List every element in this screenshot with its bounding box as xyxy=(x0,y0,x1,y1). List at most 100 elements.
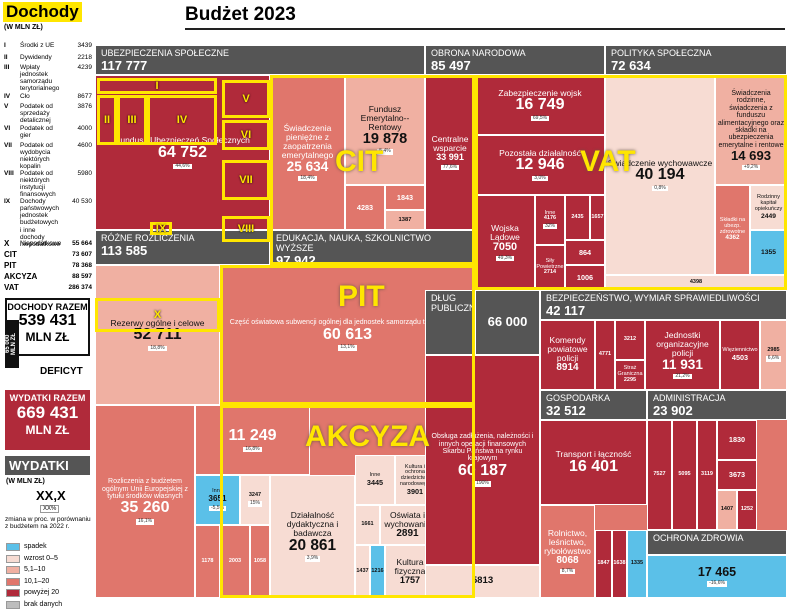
legend-swatch xyxy=(6,566,20,574)
treemap-cell: Świadczenia pieniężne z zaopatrzenia eme… xyxy=(270,75,345,230)
legend-unit: (W MLN ZŁ) xyxy=(6,478,45,485)
section-header: GOSPODARKA 32 512 xyxy=(540,390,647,420)
income-code: III xyxy=(127,114,137,126)
cell-value: 3119 xyxy=(701,471,713,478)
treemap-cell: Siły Powietrzne 2714 xyxy=(535,245,565,290)
cell-value: 12 946 xyxy=(515,156,565,174)
income-value: 4600 xyxy=(77,142,92,149)
cell-label: Działalność dydaktyczna i badawcza xyxy=(286,510,339,539)
cell-value: 7050 xyxy=(492,241,518,254)
income-value: 3439 xyxy=(77,42,92,49)
treemap-cell: 4283 xyxy=(345,185,385,230)
income-code: VIII xyxy=(4,170,14,177)
cell-value: 60 613 xyxy=(323,325,372,343)
treemap-cell: 1657 xyxy=(590,195,605,240)
cell-change: +9,2% xyxy=(741,163,761,170)
cell-value: 2295 xyxy=(623,376,637,383)
cell-label: Rodzinny kapitał opiekuńczy xyxy=(754,194,783,212)
income-code: CIT xyxy=(335,145,384,178)
treemap-cell: Wojska Lądowe 7050 49,3% xyxy=(475,195,535,290)
legend-title: WYDATKI xyxy=(5,456,90,475)
cell-value: 60 187 xyxy=(458,461,507,479)
treemap-cell: Rolnictwo, leśnictwo, rybołówstwo 8068 8,7… xyxy=(540,505,595,598)
income-frame xyxy=(475,75,787,290)
cell-value: 33 991 xyxy=(436,152,464,163)
legend-swatch xyxy=(6,543,20,551)
income-value: 2218 xyxy=(77,54,92,61)
cell-change: 18,4% xyxy=(298,174,317,182)
income-code: CIT xyxy=(4,250,17,259)
cell-value: 1638 xyxy=(613,560,626,567)
treemap-cell: 1661 xyxy=(355,505,380,545)
treemap-cell: Składki na ubezp. zdrowotne 4362 xyxy=(715,185,750,275)
cell-value: 35 260 xyxy=(120,499,170,517)
cell-change: 5,4% xyxy=(377,148,393,155)
cell-value: 4176 xyxy=(543,215,557,222)
cell-label: Rezerwy ogólne i celowe xyxy=(110,317,205,328)
legend-swatch xyxy=(6,554,20,563)
section-value: 23 902 xyxy=(653,402,693,418)
income-code: PIT xyxy=(338,280,385,313)
section-label: DŁUG PUBLICZNY xyxy=(431,293,475,313)
cell-value: 1178 xyxy=(201,557,214,564)
section-label: RÓŻNE ROZLICZENIA xyxy=(101,233,195,243)
income-code: VI xyxy=(240,129,252,141)
income-frame: VI xyxy=(222,120,270,150)
income-code: IV xyxy=(4,93,11,100)
cell-value: 1216 xyxy=(371,567,384,574)
income-code: I xyxy=(155,80,159,92)
treemap-cell: 11 249 16,8% xyxy=(195,405,310,475)
cell-label: Składki na ubezp. zdrowotne xyxy=(719,217,746,235)
section-value: 66 000 xyxy=(487,314,528,330)
cell-value: 1387 xyxy=(398,216,412,223)
income-value: 286 374 xyxy=(68,284,93,291)
cell-value: 16 749 xyxy=(515,96,565,114)
cell-value: 4503 xyxy=(731,353,749,363)
income-label: Podatek od wydobycia niektórych kopalin xyxy=(20,142,53,171)
section-header: RÓŻNE ROZLICZENIA 113 585 xyxy=(95,230,270,265)
cell-label: Zabezpieczenie wojsk xyxy=(498,87,582,98)
cell-change: 77,6% xyxy=(440,163,460,170)
treemap-cell: Obsługa zadłużenia, należności i innych … xyxy=(425,355,540,565)
cell-change: 16,8% xyxy=(243,445,262,453)
cell-value: 4362 xyxy=(725,234,740,242)
cell-value: 1252 xyxy=(740,506,754,513)
section-label: OCHRONA ZDROWIA xyxy=(653,533,744,543)
section-value: 97 942 xyxy=(276,252,316,265)
treemap-cell: Rodzinny kapitał opiekuńczy 2449 xyxy=(750,185,787,230)
cell-value: 11 931 xyxy=(662,356,703,372)
cell-label: Wojska Lądowe xyxy=(490,223,520,243)
income-value: 4239 xyxy=(77,64,92,71)
income-value: 4000 xyxy=(77,125,92,132)
cell-value: 1407 xyxy=(720,506,734,513)
income-code: III xyxy=(4,64,10,71)
treemap-cell: Fundusz Ubezpieczeń Społecznych 64 752 44,… xyxy=(95,75,270,230)
treemap-cell: Świadczenie wychowawcze 40 194 0,8% xyxy=(605,75,715,275)
treemap-cell: 2435 xyxy=(565,195,590,240)
cell-change: 6,6% xyxy=(765,355,782,362)
cell-value: 11 249 xyxy=(228,426,277,444)
cell-change: 0,8% xyxy=(652,185,668,192)
legend-swatch xyxy=(6,589,20,597)
cell-value: 2003 xyxy=(228,557,242,564)
cell-value: 1757 xyxy=(399,574,421,585)
section-header: UBEZPIECZENIA SPOŁECZNE 117 777 xyxy=(95,45,425,75)
expense-total: WYDATKI RAZEM 669 431 MLN ZŁ xyxy=(5,390,90,450)
treemap-cell: 1335 xyxy=(627,530,647,598)
section-header: POLITYKA SPOŁECZNA 72 634 xyxy=(605,45,787,75)
treemap-cell: 1178 xyxy=(195,525,220,598)
cell-change: 15% xyxy=(247,500,262,507)
treemap-cell: Rozliczenia z budżetem ogólnym Unii Euro… xyxy=(95,405,195,598)
cell-label: Oświata i wychowanie xyxy=(384,509,431,529)
treemap-cell: 3119 xyxy=(697,420,717,530)
section-label: OBRONA NARODOWA xyxy=(431,48,526,58)
income-label: Środki z UE xyxy=(20,42,55,49)
income-frame xyxy=(270,75,475,265)
income-frame: III xyxy=(117,95,147,145)
income-frame: IX xyxy=(150,222,172,235)
cell-value: 17 465 xyxy=(697,565,737,580)
treemap-cell: 2003 xyxy=(220,525,250,598)
income-value: 73 607 xyxy=(72,251,92,258)
cell-label: Fundusz Ubezpieczeń Społecznych xyxy=(115,135,250,146)
cell-value: 4283 xyxy=(356,202,374,212)
